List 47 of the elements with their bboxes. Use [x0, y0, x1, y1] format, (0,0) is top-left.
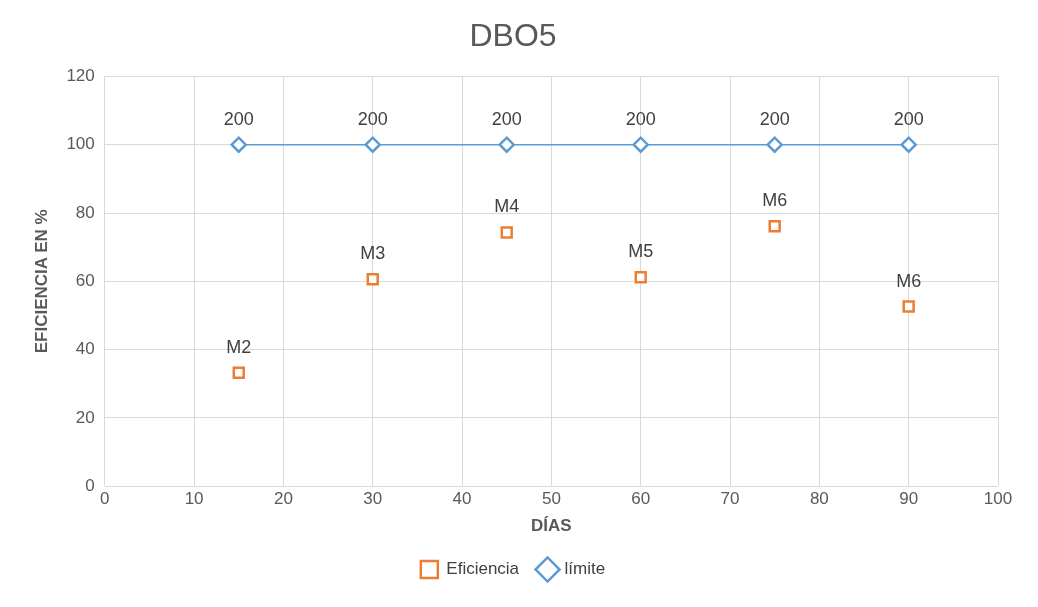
y-tick-label: 0 — [85, 475, 95, 495]
y-tick-label: 60 — [75, 270, 95, 290]
x-tick-label: 60 — [631, 489, 651, 509]
point — [232, 366, 245, 380]
point — [632, 136, 649, 153]
y-tick-label: 120 — [66, 66, 95, 86]
data-label: M6 — [762, 190, 788, 211]
annotation: 200 — [759, 108, 790, 129]
point — [768, 220, 781, 233]
annotation: 200 — [625, 108, 656, 129]
y-tick-label: 20 — [75, 407, 95, 427]
x-tick-label: 10 — [184, 489, 204, 509]
point — [902, 300, 915, 313]
x-tick-label: 100 — [983, 489, 1013, 509]
y-tick-label: 80 — [75, 202, 95, 222]
x-axis-title: DÍAS — [531, 516, 572, 536]
x-tick-label: 70 — [720, 489, 740, 509]
y-tick-label: 40 — [75, 339, 95, 359]
data-label: M2 — [226, 336, 252, 357]
point — [900, 136, 917, 153]
y-axis-title: EFICIENCIA EN % — [31, 209, 51, 354]
y-tick-label: 100 — [66, 134, 95, 154]
x-tick-label: 80 — [809, 489, 829, 509]
point — [364, 136, 381, 153]
point — [634, 271, 647, 284]
x-tick-label: 50 — [541, 489, 561, 509]
point — [366, 273, 379, 286]
x-tick-label: 40 — [452, 489, 472, 509]
annotation: 200 — [893, 108, 924, 129]
x-tick-label: 90 — [899, 489, 919, 509]
point — [230, 136, 247, 153]
chart-title: DBO5 — [469, 17, 557, 54]
annotation: 200 — [357, 108, 388, 129]
data-label: M6 — [896, 270, 922, 291]
data-label: M5 — [628, 241, 654, 262]
data-label: M3 — [360, 243, 386, 264]
legend-label: Eficiencia — [446, 559, 520, 579]
point — [766, 136, 783, 153]
annotation: 200 — [491, 108, 522, 129]
legend-label: límite — [564, 559, 606, 579]
annotation: 200 — [223, 108, 254, 129]
x-tick-label: 0 — [100, 489, 110, 509]
data-label: M4 — [494, 196, 520, 217]
point — [500, 226, 513, 239]
x-tick-label: 20 — [273, 489, 293, 509]
x-tick-label: 30 — [363, 489, 383, 509]
point — [498, 136, 515, 153]
